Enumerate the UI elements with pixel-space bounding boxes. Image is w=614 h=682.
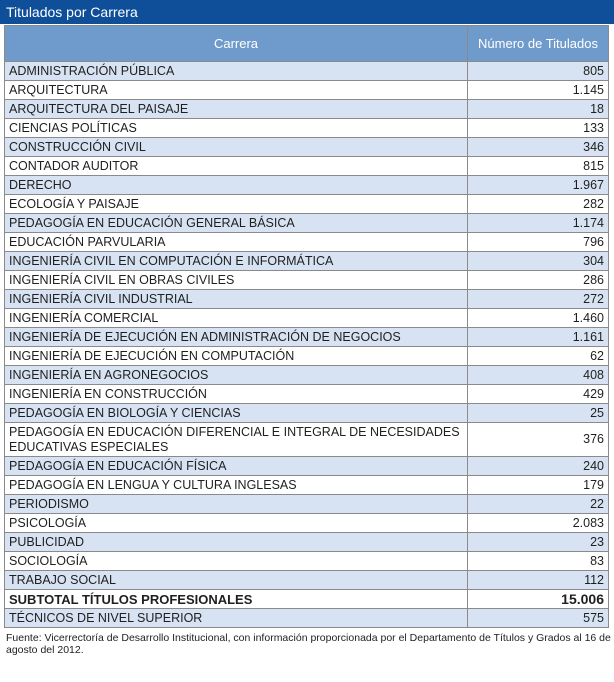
table-row: TRABAJO SOCIAL 112 [4, 570, 609, 590]
career-cell: ECOLOGÍA Y PAISAJE [4, 194, 468, 214]
career-cell: EDUCACIÓN PARVULARIA [4, 232, 468, 252]
count-cell: 23 [467, 532, 609, 552]
tecnicos-value: 575 [467, 608, 609, 628]
table-row: INGENIERÍA COMERCIAL 1.460 [4, 308, 609, 328]
career-cell: INGENIERÍA CIVIL EN OBRAS CIVILES [4, 270, 468, 290]
table-row: ARQUITECTURA 1.145 [4, 80, 609, 100]
count-cell: 376 [467, 422, 609, 457]
career-cell: CONSTRUCCIÓN CIVIL [4, 137, 468, 157]
table-row: INGENIERÍA CIVIL EN OBRAS CIVILES 286 [4, 270, 609, 290]
count-cell: 1.145 [467, 80, 609, 100]
count-cell: 304 [467, 251, 609, 271]
table-row: PSICOLOGÍA 2.083 [4, 513, 609, 533]
count-cell: 62 [467, 346, 609, 366]
table-row: INGENIERÍA CIVIL INDUSTRIAL 272 [4, 289, 609, 309]
career-cell: INGENIERÍA DE EJECUCIÓN EN COMPUTACIÓN [4, 346, 468, 366]
count-cell: 83 [467, 551, 609, 571]
table-row: EDUCACIÓN PARVULARIA 796 [4, 232, 609, 252]
column-header-count: Número de Titulados [467, 25, 609, 62]
table-row: INGENIERÍA CIVIL EN COMPUTACIÓN E INFORM… [4, 251, 609, 271]
table-row: ADMINISTRACIÓN PÚBLICA 805 [4, 61, 609, 81]
career-cell: PEDAGOGÍA EN LENGUA Y CULTURA INGLESAS [4, 475, 468, 495]
count-cell: 796 [467, 232, 609, 252]
career-cell: INGENIERÍA COMERCIAL [4, 308, 468, 328]
table-title: Titulados por Carrera [0, 0, 614, 24]
table-row: INGENIERÍA DE EJECUCIÓN EN ADMINISTRACIÓ… [4, 327, 609, 347]
career-cell: PSICOLOGÍA [4, 513, 468, 533]
count-cell: 22 [467, 494, 609, 514]
count-cell: 1.174 [467, 213, 609, 233]
count-cell: 408 [467, 365, 609, 385]
table-row: SOCIOLOGÍA 83 [4, 551, 609, 571]
table-row: DERECHO 1.967 [4, 175, 609, 195]
count-cell: 133 [467, 118, 609, 138]
count-cell: 815 [467, 156, 609, 176]
career-cell: INGENIERÍA EN AGRONEGOCIOS [4, 365, 468, 385]
career-cell: DERECHO [4, 175, 468, 195]
career-cell: PEDAGOGÍA EN EDUCACIÓN FÍSICA [4, 456, 468, 476]
subtotal-row: SUBTOTAL TÍTULOS PROFESIONALES 15.006 [4, 589, 609, 609]
count-cell: 240 [467, 456, 609, 476]
career-cell: CIENCIAS POLÍTICAS [4, 118, 468, 138]
career-cell: TRABAJO SOCIAL [4, 570, 468, 590]
table-row: PERIODISMO 22 [4, 494, 609, 514]
career-cell: PUBLICIDAD [4, 532, 468, 552]
table-row: PEDAGOGÍA EN EDUCACIÓN DIFERENCIAL E INT… [4, 422, 609, 457]
table-row: CONTADOR AUDITOR 815 [4, 156, 609, 176]
count-cell: 1.460 [467, 308, 609, 328]
career-cell: SOCIOLOGÍA [4, 551, 468, 571]
table-row: INGENIERÍA DE EJECUCIÓN EN COMPUTACIÓN 62 [4, 346, 609, 366]
count-cell: 1.161 [467, 327, 609, 347]
tecnicos-label: TÉCNICOS DE NIVEL SUPERIOR [4, 608, 468, 628]
tecnicos-row: TÉCNICOS DE NIVEL SUPERIOR 575 [4, 608, 609, 628]
table-row: PEDAGOGÍA EN EDUCACIÓN FÍSICA 240 [4, 456, 609, 476]
count-cell: 272 [467, 289, 609, 309]
subtotal-label: SUBTOTAL TÍTULOS PROFESIONALES [4, 589, 468, 609]
table-row: CONSTRUCCIÓN CIVIL 346 [4, 137, 609, 157]
count-cell: 286 [467, 270, 609, 290]
table-row: PEDAGOGÍA EN EDUCACIÓN GENERAL BÁSICA 1.1… [4, 213, 609, 233]
table-body: ADMINISTRACIÓN PÚBLICA 805 ARQUITECTURA 1.1… [4, 61, 609, 628]
count-cell: 25 [467, 403, 609, 423]
table-row: INGENIERÍA EN CONSTRUCCIÓN 429 [4, 384, 609, 404]
table-row: INGENIERÍA EN AGRONEGOCIOS 408 [4, 365, 609, 385]
career-cell: ARQUITECTURA [4, 80, 468, 100]
source-footnote: Fuente: Vicerrectoría de Desarrollo Inst… [6, 632, 611, 656]
count-cell: 429 [467, 384, 609, 404]
career-cell: INGENIERÍA CIVIL EN COMPUTACIÓN E INFORM… [4, 251, 468, 271]
count-cell: 179 [467, 475, 609, 495]
career-cell: INGENIERÍA DE EJECUCIÓN EN ADMINISTRACIÓ… [4, 327, 468, 347]
career-cell: INGENIERÍA EN CONSTRUCCIÓN [4, 384, 468, 404]
career-cell: CONTADOR AUDITOR [4, 156, 468, 176]
career-cell: PERIODISMO [4, 494, 468, 514]
career-cell: ARQUITECTURA DEL PAISAJE [4, 99, 468, 119]
count-cell: 282 [467, 194, 609, 214]
career-cell: PEDAGOGÍA EN EDUCACIÓN DIFERENCIAL E INT… [4, 422, 468, 457]
table-header-row: Carrera Número de Titulados [4, 25, 609, 62]
career-cell: PEDAGOGÍA EN EDUCACIÓN GENERAL BÁSICA [4, 213, 468, 233]
count-cell: 1.967 [467, 175, 609, 195]
table-row: ARQUITECTURA DEL PAISAJE 18 [4, 99, 609, 119]
count-cell: 805 [467, 61, 609, 81]
table-row: ECOLOGÍA Y PAISAJE 282 [4, 194, 609, 214]
table-row: PUBLICIDAD 23 [4, 532, 609, 552]
career-cell: INGENIERÍA CIVIL INDUSTRIAL [4, 289, 468, 309]
table-row: CIENCIAS POLÍTICAS 133 [4, 118, 609, 138]
table-row: PEDAGOGÍA EN BIOLOGÍA Y CIENCIAS 25 [4, 403, 609, 423]
count-cell: 112 [467, 570, 609, 590]
subtotal-value: 15.006 [467, 589, 609, 609]
count-cell: 18 [467, 99, 609, 119]
career-cell: ADMINISTRACIÓN PÚBLICA [4, 61, 468, 81]
count-cell: 346 [467, 137, 609, 157]
graduates-table: Carrera Número de Titulados ADMINISTRACI… [4, 25, 609, 628]
table-row: PEDAGOGÍA EN LENGUA Y CULTURA INGLESAS 17… [4, 475, 609, 495]
career-cell: PEDAGOGÍA EN BIOLOGÍA Y CIENCIAS [4, 403, 468, 423]
column-header-career: Carrera [4, 25, 468, 62]
count-cell: 2.083 [467, 513, 609, 533]
